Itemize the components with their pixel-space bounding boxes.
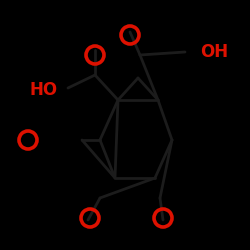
Text: HO: HO xyxy=(30,81,58,99)
Text: OH: OH xyxy=(200,43,228,61)
